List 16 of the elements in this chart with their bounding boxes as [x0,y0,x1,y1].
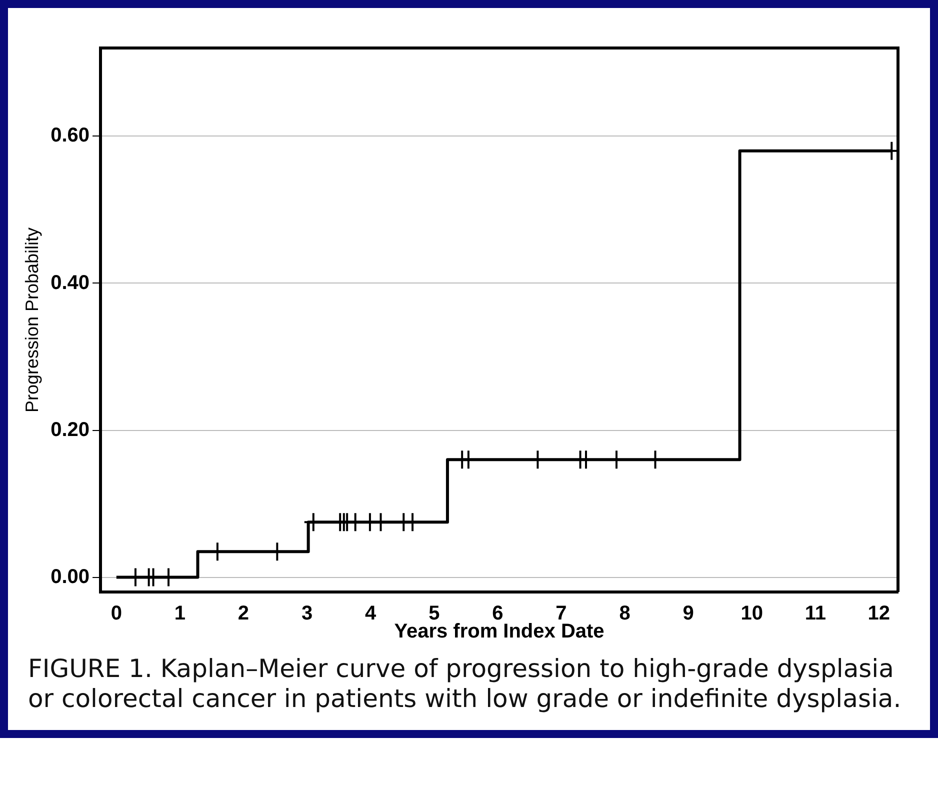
x-tick-label: 0 [110,602,122,625]
y-tick-label: 0.60 [50,124,90,147]
x-tick-label: 1 [174,602,186,625]
x-tick-label: 12 [868,602,890,625]
x-tick-label: 8 [619,602,630,625]
y-tick-label: 0.20 [50,418,90,441]
x-tick-label: 4 [365,602,378,625]
y-tick-label: 0.00 [50,566,90,588]
x-tick-label: 3 [301,602,313,625]
x-tick-label: 11 [804,602,826,625]
x-tick-label: 9 [682,602,694,625]
x-tick-label: 10 [740,602,763,625]
y-tick-label: 0.40 [50,272,90,294]
caption: FIGURE 1. Kaplan–Meier curve of progression to high-grade dysplasia or colorectal cancer in patients with low grade or indefinite dysplasia. [27,653,902,714]
y-axis-title: Progression Probability [22,227,42,413]
x-tick-label: 2 [238,602,250,625]
